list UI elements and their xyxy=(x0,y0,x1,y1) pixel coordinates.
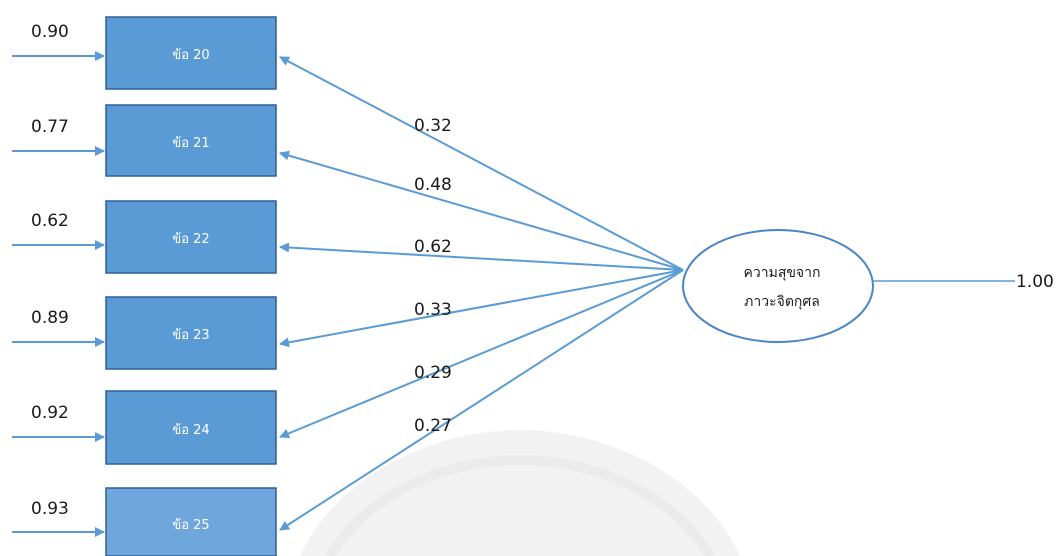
loading-arrow-25 xyxy=(279,269,684,531)
latent-ellipse xyxy=(682,229,874,343)
item-box-21: ข้อ 21 xyxy=(105,104,277,177)
loading-arrows xyxy=(279,56,684,531)
error-value-25: 0.93 xyxy=(31,499,69,519)
loading-arrow-21 xyxy=(279,150,684,271)
error-value-24: 0.92 xyxy=(31,403,69,423)
loading-value-25: 0.27 xyxy=(414,416,452,436)
loading-arrow-20 xyxy=(279,56,684,271)
item-box-label: ข้อ 20 xyxy=(172,48,209,63)
item-box-label: ข้อ 21 xyxy=(172,136,209,151)
error-arrows xyxy=(12,51,105,537)
item-box-25: ข้อ 25 xyxy=(105,487,277,556)
item-box-label: ข้อ 25 xyxy=(172,518,209,533)
item-box-label: ข้อ 22 xyxy=(172,232,209,247)
loading-value-20: 0.32 xyxy=(414,116,452,136)
error-value-20: 0.90 xyxy=(31,22,69,42)
latent-label-line1: ความสุขจาก xyxy=(744,265,821,281)
latent-variance-value: 1.00 xyxy=(1016,272,1054,292)
observed-variables: ข้อ 20 ข้อ 21 ข้อ 22 ข้อ 23 ข้อ 24 ข้อ 2… xyxy=(105,16,277,556)
loading-value-22: 0.62 xyxy=(414,237,452,257)
item-box-22: ข้อ 22 xyxy=(105,200,277,274)
loading-arrow-23 xyxy=(279,269,684,348)
watermark xyxy=(300,430,740,556)
loading-value-21: 0.48 xyxy=(414,175,452,195)
loading-value-24: 0.29 xyxy=(414,363,452,383)
loading-arrow-24 xyxy=(279,269,684,439)
item-box-23: ข้อ 23 xyxy=(105,296,277,370)
loading-arrow-22 xyxy=(279,242,684,271)
latent-label-line2: ภาวะจิตกุศล xyxy=(744,294,820,310)
error-values: 0.90 0.77 0.62 0.89 0.92 0.93 xyxy=(31,22,69,519)
error-value-23: 0.89 xyxy=(31,308,69,328)
item-box-label: ข้อ 24 xyxy=(172,423,209,438)
item-box-20: ข้อ 20 xyxy=(105,16,277,90)
loading-value-23: 0.33 xyxy=(414,300,452,320)
error-value-21: 0.77 xyxy=(31,117,69,137)
loading-values: 0.32 0.48 0.62 0.33 0.29 0.27 xyxy=(414,116,452,436)
latent-variable: ความสุขจาก ภาวะจิตกุศล xyxy=(682,229,874,343)
item-box-label: ข้อ 23 xyxy=(172,328,209,343)
error-value-22: 0.62 xyxy=(31,211,69,231)
item-box-24: ข้อ 24 xyxy=(105,390,277,465)
